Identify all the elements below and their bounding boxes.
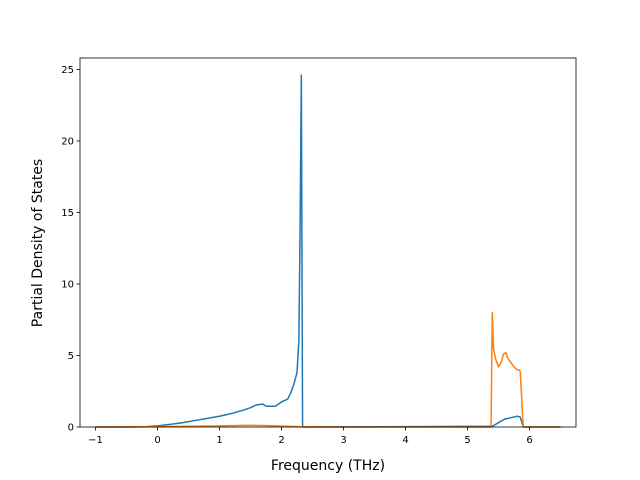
x-tick-label: 5 (464, 435, 470, 446)
plot-area (95, 74, 561, 428)
x-tick-label: 0 (154, 435, 160, 446)
y-tick-label: 20 (61, 136, 74, 147)
x-tick-label: 1 (216, 435, 222, 446)
x-tick-label: 2 (278, 435, 284, 446)
series-line-2 (95, 311, 561, 428)
y-tick-label: 5 (68, 351, 74, 362)
y-tick-label: 25 (61, 65, 74, 76)
y-tick-label: 0 (68, 423, 74, 434)
x-tick-label: 6 (526, 435, 532, 446)
x-axis-ticks: −1 0 1 2 3 4 5 6 (88, 427, 533, 446)
y-axis-ticks: 0 5 10 15 20 25 (61, 65, 80, 434)
y-axis-label: Partial Density of States (30, 159, 46, 327)
x-tick-label: −1 (88, 435, 103, 446)
x-tick-label: 3 (340, 435, 346, 446)
x-tick-label: 4 (402, 435, 408, 446)
y-tick-label: 10 (61, 279, 74, 290)
y-tick-label: 15 (61, 208, 74, 219)
series-line-1 (95, 74, 561, 428)
plot-frame (79, 57, 577, 428)
x-axis-label: Frequency (THz) (271, 458, 385, 474)
